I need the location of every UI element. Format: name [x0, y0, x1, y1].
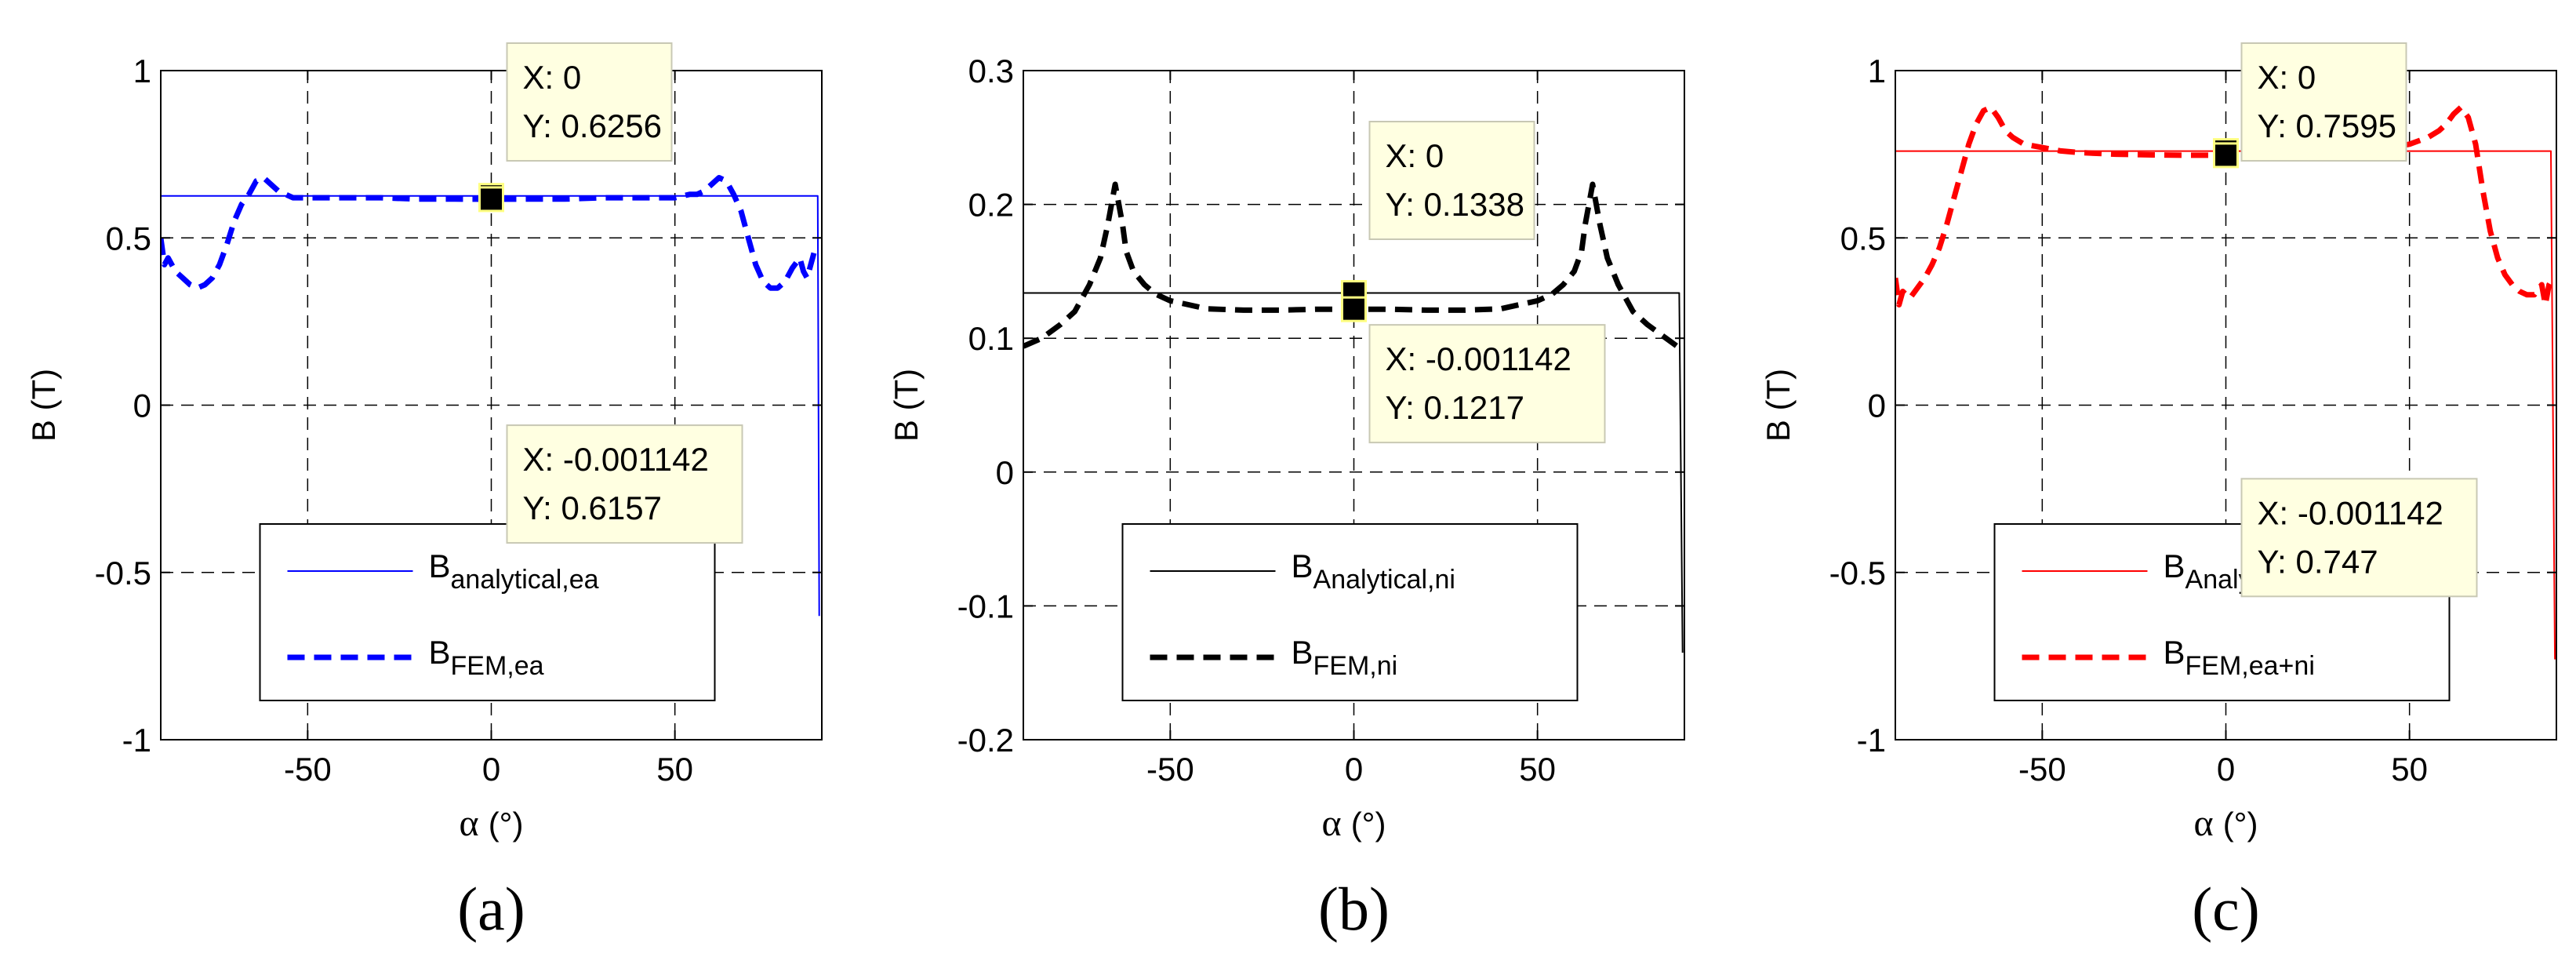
datatip-y-label: Y: 0.1217: [1385, 389, 1524, 426]
datatip-box: [1368, 324, 1606, 444]
legend-label-main: B: [2164, 634, 2185, 671]
legend-box: [1121, 523, 1579, 701]
legend-label-analytical: Banalytical,ea: [429, 548, 599, 595]
y-tick-label: 0.5: [106, 220, 151, 257]
series-line-analytical: [1895, 150, 2556, 660]
x-tick-label: -50: [284, 751, 332, 788]
datatip: X: 0 Y: 0.7595: [2213, 42, 2407, 165]
datatip-box: [2240, 478, 2478, 598]
datatip-x-label: X: 0: [1386, 137, 1444, 174]
datatip-box: [1368, 121, 1535, 240]
series-line-fem: [1023, 181, 1683, 351]
y-axis-label: B (T): [888, 369, 925, 442]
datatip-box: [506, 42, 673, 162]
datatip-y-label: Y: 0.747: [2257, 543, 2378, 580]
legend-label-main: B: [429, 548, 451, 584]
legend-label-fem: BFEM,ea+ni: [2164, 634, 2315, 681]
datatip-marker: [1340, 296, 1367, 322]
datatip-x-label: X: -0.001142: [1385, 340, 1571, 377]
datatip: X: -0.001142 Y: 0.747: [2212, 142, 2478, 598]
x-axis-label-symbol: α: [1322, 802, 1351, 844]
datatip-y-label: Y: 0.7595: [2258, 107, 2397, 144]
y-tick-label: 1: [1868, 53, 1886, 89]
y-tick-label: -1: [122, 722, 151, 759]
datatip-marker: [2212, 142, 2239, 169]
legend-label-fem: BFEM,ni: [1292, 634, 1398, 681]
datatip: X: -0.001142 Y: 0.6157: [478, 186, 743, 544]
datatip-y-label: Y: 0.1338: [1386, 186, 1525, 223]
y-tick-label: -1: [1857, 722, 1886, 759]
y-tick-label: 0: [996, 454, 1014, 491]
x-tick-label: 0: [482, 751, 500, 788]
y-tick-label: 0.2: [968, 187, 1014, 224]
legend-label-main: B: [1292, 634, 1313, 671]
x-axis-label: α (°): [460, 802, 524, 844]
x-axis-label: α (°): [2194, 802, 2258, 844]
datatip-marker: [478, 186, 504, 213]
datatip-box: [506, 424, 743, 544]
legend-label-fem: BFEM,ea: [429, 634, 544, 681]
y-tick-label: -0.5: [95, 555, 151, 591]
legend-box: [259, 523, 716, 701]
datatip: X: 0 Y: 0.6256: [478, 42, 673, 209]
y-axis-label: B (T): [1760, 369, 1797, 442]
datatip: X: 0 Y: 0.1338: [1341, 121, 1535, 307]
legend-label-sub: analytical,ea: [451, 565, 599, 595]
x-tick-label: 50: [656, 751, 693, 788]
x-tick-label: -50: [1146, 751, 1194, 788]
legend-label-analytical: BAnalytical,ni: [1292, 548, 1455, 595]
chart-panel-b: -50 0 50-0.2-0.100.10.20.3B (T)α (°)BAnaly…: [888, 53, 1685, 943]
datatip-box: [2240, 42, 2407, 162]
legend-label-sub: FEM,ea+ni: [2185, 651, 2315, 681]
x-axis-label-symbol: α: [460, 802, 489, 844]
series-line-fem: [161, 175, 821, 291]
datatip-x-label: X: 0: [2258, 59, 2316, 96]
x-tick-label: 0: [1345, 751, 1363, 788]
series-line-fem: [1895, 104, 2556, 307]
x-axis-label-unit: (°): [2223, 806, 2258, 842]
x-tick-label: -50: [2018, 751, 2066, 788]
legend-label-main: B: [429, 634, 451, 671]
legend-label-main: B: [2164, 548, 2185, 584]
panel-caption: (a): [457, 875, 525, 943]
y-tick-label: 1: [133, 53, 151, 89]
x-axis-label: α (°): [1322, 802, 1386, 844]
panel-caption: (b): [1318, 875, 1390, 943]
y-tick-label: 0: [1868, 388, 1886, 424]
x-tick-label: 50: [2391, 751, 2428, 788]
chart-panel-a: -50 0 50 -1 -0.5 0 0.5 1 B (T) α (°) Banalytical,e…: [25, 42, 823, 943]
datatip-x-label: X: -0.001142: [2257, 494, 2443, 531]
x-axis-label-symbol: α: [2194, 802, 2223, 844]
series-line-analytical: [1023, 292, 1684, 653]
y-tick-label: 0.3: [968, 53, 1014, 89]
datatip-y-label: Y: 0.6256: [523, 107, 663, 144]
y-tick-label: 0: [133, 388, 151, 424]
y-tick-label: -0.1: [957, 588, 1014, 624]
y-tick-label: -0.5: [1829, 555, 1886, 591]
datatip-x-label: X: 0: [523, 59, 582, 96]
x-tick-label: 50: [1519, 751, 1556, 788]
legend-label-sub: Analytical,ni: [1313, 565, 1455, 595]
datatip-y-label: Y: 0.6157: [522, 489, 662, 526]
datatip-x-label: X: -0.001142: [522, 441, 708, 478]
datatip: X: -0.001142 Y: 0.1217: [1340, 296, 1606, 444]
x-axis-label-unit: (°): [1351, 806, 1386, 842]
x-axis-label-unit: (°): [489, 806, 524, 842]
y-axis-label: B (T): [25, 369, 62, 442]
panel-caption: (c): [2192, 875, 2260, 943]
y-tick-label: 0.5: [1840, 220, 1886, 257]
legend-label-main: B: [1292, 548, 1313, 584]
y-tick-label: -0.2: [957, 722, 1014, 759]
legend-label-sub: FEM,ea: [451, 651, 544, 681]
legend-label-sub: FEM,ni: [1313, 651, 1398, 681]
y-tick-label: 0.1: [968, 320, 1014, 357]
x-tick-label: 0: [2217, 751, 2235, 788]
